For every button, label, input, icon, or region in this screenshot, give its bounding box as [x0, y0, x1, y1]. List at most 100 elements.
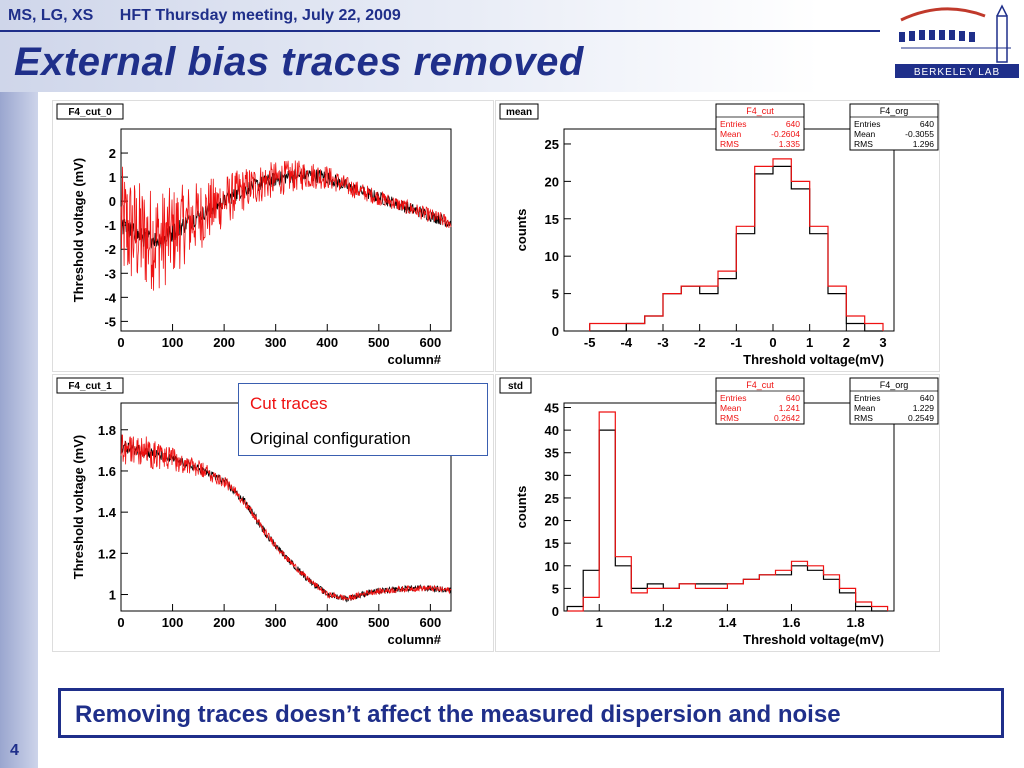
header-meeting: HFT Thursday meeting, July 22, 2009 — [119, 7, 401, 24]
histogram-f4-cut — [589, 158, 884, 331]
stats-row-label: Entries — [720, 119, 746, 129]
x-tick-label: 600 — [420, 615, 442, 630]
x-tick-label: 2 — [843, 335, 850, 350]
x-axis-label: Threshold voltage(mV) — [743, 352, 884, 367]
legend-original-configuration: Original configuration — [250, 429, 411, 448]
histogram-f4-cut — [567, 411, 889, 612]
stats-row-value: 640 — [786, 393, 800, 403]
chart-tag: mean — [506, 107, 532, 118]
stats-row-value: 1.229 — [913, 403, 935, 413]
y-tick-label: 20 — [545, 514, 559, 529]
y-tick-label: 20 — [545, 174, 559, 189]
y-tick-label: 1.2 — [98, 546, 116, 561]
x-tick-label: 300 — [265, 615, 287, 630]
y-tick-label: 10 — [545, 559, 559, 574]
y-tick-label: -4 — [104, 290, 116, 305]
y-tick-label: 40 — [545, 423, 559, 438]
stats-row-value: 0.2642 — [774, 413, 800, 423]
chart-tag-box — [499, 103, 539, 120]
y-tick-label: 1.8 — [98, 423, 116, 438]
stats-row-value: 640 — [920, 393, 934, 403]
chart-tag: F4_cut_1 — [68, 381, 112, 392]
series-trace-cut — [120, 434, 452, 601]
x-tick-label: 1.6 — [782, 615, 800, 630]
y-tick-label: -2 — [104, 242, 116, 257]
chart-tag-box — [56, 103, 124, 120]
x-tick-label: -1 — [731, 335, 743, 350]
series-trace-cut — [120, 160, 452, 291]
x-tick-label: 0 — [769, 335, 776, 350]
stats-row-label: Mean — [720, 403, 742, 413]
stats-row-value: 0.2549 — [908, 413, 934, 423]
y-tick-label: 25 — [545, 491, 559, 506]
x-tick-label: 1 — [596, 615, 603, 630]
stats-row-value: 640 — [920, 119, 934, 129]
chart-tag: F4_cut_0 — [68, 107, 112, 118]
x-tick-label: 1.4 — [718, 615, 737, 630]
chart-tag-box — [56, 377, 124, 394]
stats-box-frame — [715, 103, 805, 151]
x-tick-label: 100 — [162, 615, 184, 630]
x-tick-label: 1.2 — [654, 615, 672, 630]
plot-frame — [563, 128, 895, 332]
chart-tag-box — [499, 377, 532, 394]
stats-row-label: RMS — [854, 139, 873, 149]
stats-title: F4_cut — [746, 106, 774, 116]
x-axis-label: column# — [388, 352, 442, 367]
y-axis-label: counts — [514, 209, 529, 252]
conclusion-text: Removing traces doesn’t affect the measu… — [75, 701, 841, 728]
x-tick-label: 0 — [117, 335, 124, 350]
stats-row-label: Entries — [854, 119, 880, 129]
x-axis-label: column# — [388, 632, 442, 647]
chart-f4-cut-1: F4_cut_1 0 100 200 300 400 500 600 1 1.2 1.4 1.6 1.8… — [52, 374, 494, 652]
y-tick-label: 0 — [552, 604, 559, 619]
stats-title: F4_cut — [746, 380, 774, 390]
x-tick-label: 200 — [213, 615, 235, 630]
slide-title: External bias traces removed — [14, 40, 584, 84]
y-tick-label: -3 — [104, 266, 116, 281]
y-axis-label: counts — [514, 486, 529, 529]
x-tick-label: -5 — [584, 335, 596, 350]
x-tick-label: 500 — [368, 615, 390, 630]
chart-std-histogram: std 1 1.2 1.4 1.6 1.8 0 5 10 15 20 25 30 35 40 45 Thresh… — [495, 374, 940, 652]
x-tick-label: 100 — [162, 335, 184, 350]
y-tick-label: 0 — [552, 324, 559, 339]
x-tick-label: -4 — [621, 335, 633, 350]
stats-row-label: RMS — [720, 139, 739, 149]
plot-frame — [120, 128, 452, 332]
stats-row-label: Mean — [720, 129, 742, 139]
legend-box: Cut traces Original configuration — [238, 383, 488, 456]
x-tick-label: 1 — [806, 335, 813, 350]
left-sidebar — [0, 92, 38, 768]
y-tick-label: 15 — [545, 212, 559, 227]
stats-row-value: -0.2604 — [771, 129, 800, 139]
y-tick-label: 10 — [545, 249, 559, 264]
stats-row-value: -0.3055 — [905, 129, 934, 139]
header-band — [0, 0, 1024, 92]
stats-title: F4_org — [880, 380, 909, 390]
chart-mean-histogram: mean -5 -4 -3 -2 -1 0 1 2 3 0 5 10 15 20 25 Threshold vo… — [495, 100, 940, 372]
y-tick-label: 35 — [545, 446, 559, 461]
logo-text: BERKELEY LAB — [914, 67, 1000, 78]
x-tick-label: -2 — [694, 335, 706, 350]
y-tick-label: 1 — [109, 588, 116, 603]
y-tick-label: 15 — [545, 536, 559, 551]
x-tick-label: -3 — [657, 335, 669, 350]
stats-row-label: Mean — [854, 129, 876, 139]
y-tick-label: 5 — [552, 287, 559, 302]
header: MS, LG, XS HFT Thursday meeting, July 22… — [8, 7, 423, 25]
legend-cut-traces: Cut traces — [250, 394, 328, 413]
stats-row-value: 640 — [786, 119, 800, 129]
x-tick-label: 400 — [316, 615, 338, 630]
x-tick-label: 500 — [368, 335, 390, 350]
stats-box-frame — [849, 377, 939, 425]
stats-row-label: Mean — [854, 403, 876, 413]
stats-row-label: Entries — [854, 393, 880, 403]
plot-frame — [563, 402, 895, 612]
y-axis-label: Threshold voltage (mV) — [71, 158, 86, 302]
x-tick-label: 600 — [420, 335, 442, 350]
chart-f4-cut-0: F4_cut_0 0 100 200 300 400 500 600 -5 -4 -3 -2 -1 0 1 2… — [52, 100, 494, 372]
berkeley-lab-logo: BERKELEY LAB — [895, 4, 1019, 78]
